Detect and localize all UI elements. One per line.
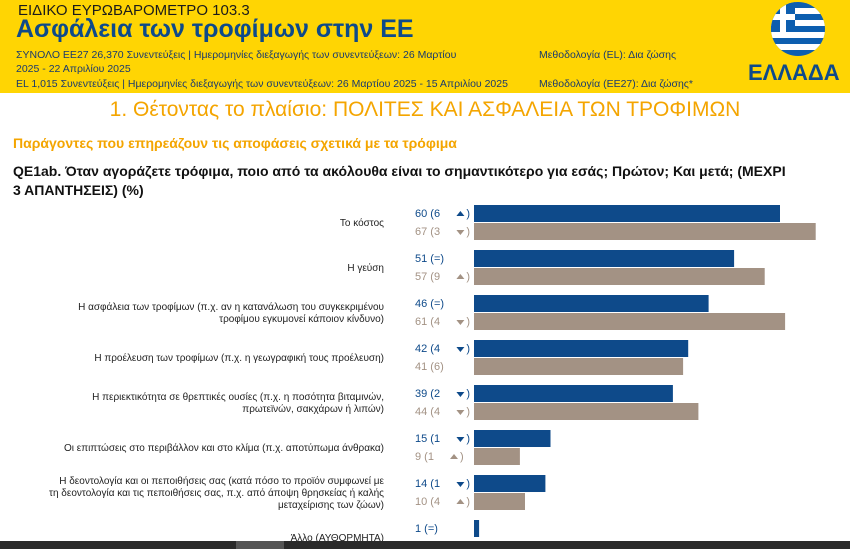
bar <box>474 250 735 267</box>
down-triangle-icon <box>456 392 465 397</box>
data-label: 42 (4 <box>415 343 440 355</box>
data-label: 39 (2 <box>415 388 440 400</box>
data-label: 10 (4 <box>415 496 440 508</box>
down-triangle-icon <box>456 410 465 415</box>
category-label: τροφίμου εγκυμονεί κάποιον κίνδυνο) <box>219 313 384 325</box>
survey-name: ΕΙΔΙΚΟ ΕΥΡΩΒΑΡΟΜΕΤΡΟ 103.3 <box>18 2 250 19</box>
data-label-close: ) <box>466 388 470 400</box>
data-label: 51 (=) <box>415 253 444 265</box>
data-label-close: ) <box>466 433 470 445</box>
bar <box>474 313 786 330</box>
section-title: 1. Θέτοντας το πλαίσιο: ΠΟΛΙΤΕΣ ΚΑΙ ΑΣΦΑ… <box>109 98 741 121</box>
bar <box>474 205 780 222</box>
down-triangle-icon <box>456 320 465 325</box>
category-label: πρωτεϊνών, σακχάρων ή λιπών) <box>242 403 384 415</box>
bar <box>474 340 689 357</box>
data-label: 9 (1 <box>415 451 434 463</box>
down-triangle-icon <box>456 347 465 352</box>
bar <box>474 430 551 447</box>
question-text-line1: QE1ab. Όταν αγοράζετε τρόφιμα, ποιο από … <box>13 163 786 179</box>
category-label: Η ασφάλεια των τροφίμων (π.χ. αν η καταν… <box>78 301 384 313</box>
el-methodology: Μεθοδολογία (EL): Δια ζώσης <box>539 49 677 61</box>
chart-subtitle: Παράγοντες που επηρεάζουν τις αποφάσεις … <box>13 135 457 151</box>
data-label-close: ) <box>466 316 470 328</box>
category-label: τη δεοντολογία και τις πεποιθήσεις σας, … <box>49 487 384 499</box>
bar <box>474 268 765 285</box>
footer-bar <box>0 541 850 549</box>
question-text-line2: 3 ΑΠΑΝΤΗΣΕΙΣ) (%) <box>13 182 144 198</box>
bar <box>474 493 525 510</box>
bar <box>474 520 480 537</box>
footer-scroll-indicator[interactable] <box>236 541 284 549</box>
category-label: Η δεοντολογία και οι πεποιθήσεις σας (κα… <box>59 475 384 487</box>
category-label: Άλλο (ΑΥΘΟΡΜΗΤΑ) <box>291 533 384 544</box>
data-label-close: ) <box>466 271 470 283</box>
data-label: 67 (3 <box>415 226 440 238</box>
el-fieldwork-line: EL 1,015 Συνεντεύξεις | Ημερομηνίες διεξ… <box>16 78 508 90</box>
down-triangle-icon <box>456 437 465 442</box>
data-label: 15 (1 <box>415 433 440 445</box>
up-triangle-icon <box>450 454 458 459</box>
category-label: Η γεύση <box>347 262 384 274</box>
bar <box>474 385 673 402</box>
category-label: μεταχείρισης των ζώων) <box>278 499 384 511</box>
data-label-close: ) <box>466 208 470 220</box>
bar <box>474 403 699 420</box>
category-label: Η προέλευση των τροφίμων (π.χ. η γεωγραφ… <box>94 352 384 364</box>
data-label-close: ) <box>466 226 470 238</box>
data-label-close: ) <box>466 496 470 508</box>
greek-flag-icon <box>771 2 825 56</box>
data-label: 57 (9 <box>415 271 440 283</box>
country-label: ΕΛΛΑΔΑ <box>748 60 840 85</box>
eu27-methodology: Μεθοδολογία (ΕΕ27): Δια ζώσης* <box>539 78 693 90</box>
category-label: Οι επιπτώσεις στο περιβάλλον και στο κλί… <box>64 442 384 454</box>
bar <box>474 358 684 375</box>
up-triangle-icon <box>456 211 465 216</box>
down-triangle-icon <box>456 482 465 487</box>
eu27-fieldwork-dates: 2025 - 22 Απριλίου 2025 <box>16 63 131 75</box>
bar <box>474 475 546 492</box>
up-triangle-icon <box>456 274 465 279</box>
data-label: 14 (1 <box>415 478 440 490</box>
bar <box>474 448 520 465</box>
bar <box>474 223 816 240</box>
data-label-close: ) <box>466 406 470 418</box>
data-label-close: ) <box>460 451 464 463</box>
category-label: Το κόστος <box>340 217 384 229</box>
data-label: 41 (6) <box>415 361 444 373</box>
data-label-close: ) <box>466 343 470 355</box>
down-triangle-icon <box>456 230 465 235</box>
data-label: 44 (4 <box>415 406 440 418</box>
data-label: 46 (=) <box>415 298 444 310</box>
header-banner <box>0 0 850 93</box>
category-label: Η περιεκτικότητα σε θρεπτικές ουσίες (π.… <box>92 391 384 403</box>
bar <box>474 295 709 312</box>
data-label: 61 (4 <box>415 316 440 328</box>
data-label: 60 (6 <box>415 208 440 220</box>
up-triangle-icon <box>456 499 465 504</box>
eu27-fieldwork-line: ΣΥΝΟΛΟ ΕΕ27 26,370 Συνεντεύξεις | Ημερομ… <box>16 49 457 61</box>
page-title: Ασφάλεια των τροφίμων στην ΕΕ <box>16 15 414 43</box>
data-label-close: ) <box>466 478 470 490</box>
data-label: 1 (=) <box>415 523 438 535</box>
